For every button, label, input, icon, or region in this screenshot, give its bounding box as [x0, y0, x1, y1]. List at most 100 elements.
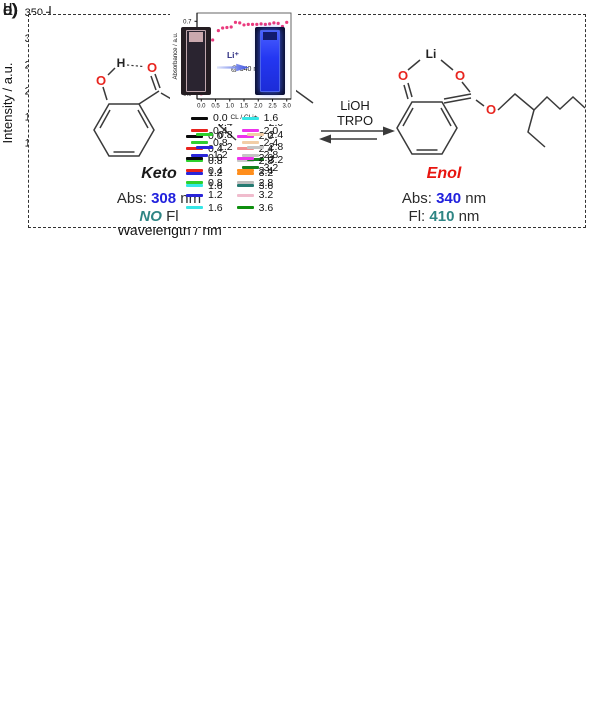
- legend-item: 1.2: [186, 189, 223, 201]
- legend-label: 2.4: [268, 128, 284, 141]
- x-tick-label: 1.0: [226, 104, 235, 110]
- legend-item: 3.2: [236, 167, 274, 180]
- legend-swatch: [191, 153, 208, 157]
- panel-e: e) O H O: [0, 0, 600, 232]
- legend-label: 0.4: [208, 164, 223, 177]
- legend-label: 1.2: [218, 141, 233, 154]
- legend-item: 2.8: [241, 149, 278, 161]
- cuvette-photo-glowing: [255, 27, 285, 95]
- li-plus-label: Li⁺: [226, 50, 240, 60]
- y-axis-title: Intensity / a.u.: [0, 63, 15, 144]
- legend-item: 3.2: [246, 154, 283, 166]
- legend-item: 0.4: [191, 124, 228, 137]
- reverse-arrowhead: [319, 134, 331, 144]
- oxygen-atom-label: O: [486, 102, 496, 117]
- legend-item: 3.2: [236, 189, 274, 202]
- x-tick-label: 3.0: [283, 104, 292, 110]
- scatter-point: [272, 21, 276, 25]
- scheme-box: O H O O LiOH TRPO: [28, 14, 586, 228]
- legend-swatch: [236, 134, 254, 138]
- legend-item: 2.4: [236, 164, 273, 177]
- keto-fluorescence-text: NO Fl: [139, 208, 179, 225]
- legend-item: 3.6: [236, 202, 273, 214]
- legend-item: 2.0: [241, 124, 279, 137]
- scatter-point: [242, 23, 246, 27]
- x-tick-label: 0.0: [197, 104, 206, 110]
- panel-d-letter: d): [3, 0, 19, 19]
- legend-swatch: [241, 166, 259, 170]
- legend-item: 1.2: [186, 167, 223, 179]
- legend-swatch: [236, 181, 254, 185]
- legend-swatch: [241, 129, 259, 133]
- legend-item: 0.0: [191, 112, 228, 124]
- legend-a: 0.0 0.4 0.8 1.2 1.6 2.0 2.4 2.8 3.2 3.6: [186, 130, 273, 192]
- cuvette-photos-d: Li⁺: [181, 24, 297, 98]
- legend-label: 2.8: [258, 176, 274, 189]
- legend-swatch: [241, 153, 259, 157]
- legend-label: 1.6: [208, 201, 223, 214]
- legend-swatch: [246, 145, 264, 149]
- legend-swatch: [186, 171, 203, 175]
- legend-d: 0.0 0.4 0.8 1.2 1.6 2.0 2.4 2.8 3.2: [191, 112, 278, 174]
- panel-e-letter: e): [3, 0, 19, 19]
- legend-swatch: [236, 156, 254, 160]
- legend-label: 3.2: [258, 167, 274, 180]
- legend-swatch: [191, 116, 208, 120]
- legend-item: 1.6: [186, 180, 223, 192]
- legend-swatch: [236, 193, 254, 197]
- legend-label: 2.8: [268, 141, 284, 154]
- equilibrium-arrows: LiOH TRPO: [319, 98, 395, 144]
- cuvette-glass: [186, 30, 206, 92]
- legend-label: 1.6: [208, 179, 223, 192]
- cuvette-glass: [260, 30, 280, 92]
- legend-item: 0.4: [186, 142, 223, 155]
- oxygen-atom-label: O: [96, 73, 106, 88]
- keto-label: Keto: [141, 165, 177, 182]
- reagent-lioh: LiOH: [340, 98, 370, 113]
- oxygen-atom-label: O: [455, 68, 465, 83]
- panel-a-letter: a): [3, 0, 19, 19]
- scatter-point: [250, 22, 255, 26]
- y-tick-label: 0.7: [183, 19, 192, 25]
- legend-swatch: [236, 159, 254, 163]
- legend-item: 3.6: [236, 180, 273, 192]
- legend-swatch: [186, 156, 203, 160]
- legend-item: 1.2: [191, 149, 228, 161]
- legend-label: 3.2: [258, 189, 274, 202]
- legend-item: 1.6: [186, 202, 223, 214]
- enol-fluorescence-text: Fl: 410 nm: [408, 208, 480, 225]
- legend-swatch: [236, 147, 254, 151]
- scatter-point: [276, 21, 280, 25]
- legend-item: 2.0: [236, 130, 273, 142]
- scatter-point: [268, 22, 272, 26]
- legend-item: 0.4: [186, 164, 223, 177]
- legend-swatch: [186, 206, 203, 210]
- li-addition-arrow-d: Li⁺: [215, 50, 251, 72]
- legend-label: 2.0: [263, 124, 279, 137]
- legend-swatch: [186, 147, 203, 151]
- x-tick-label: 2.0: [254, 104, 263, 110]
- legend-label: 2.0: [258, 152, 274, 165]
- legend-item: 2.4: [236, 142, 273, 155]
- legend-swatch: [196, 133, 213, 137]
- legend-swatch: [246, 158, 264, 162]
- legend-label: 2.4: [263, 136, 279, 149]
- legend-item: 1.6: [241, 112, 278, 124]
- x-tick-label: 2.5: [268, 104, 277, 110]
- legend-column: 2.0 2.4 2.8 3.2 3.6: [236, 152, 274, 214]
- x-tick-label: 1.5: [240, 104, 249, 110]
- scatter-point: [259, 22, 263, 26]
- panel-b-letter: b): [3, 0, 19, 19]
- legend-swatch: [196, 145, 213, 149]
- forward-arrowhead: [383, 126, 395, 136]
- legend-swatch: [186, 169, 203, 173]
- legend-item: 2.4: [246, 128, 284, 141]
- legend-item: 0.8: [196, 129, 233, 141]
- legend-label: 0.8: [213, 136, 228, 149]
- legend-swatch: [186, 134, 203, 138]
- scatter-point: [233, 20, 238, 24]
- legend-label: 1.2: [208, 167, 223, 180]
